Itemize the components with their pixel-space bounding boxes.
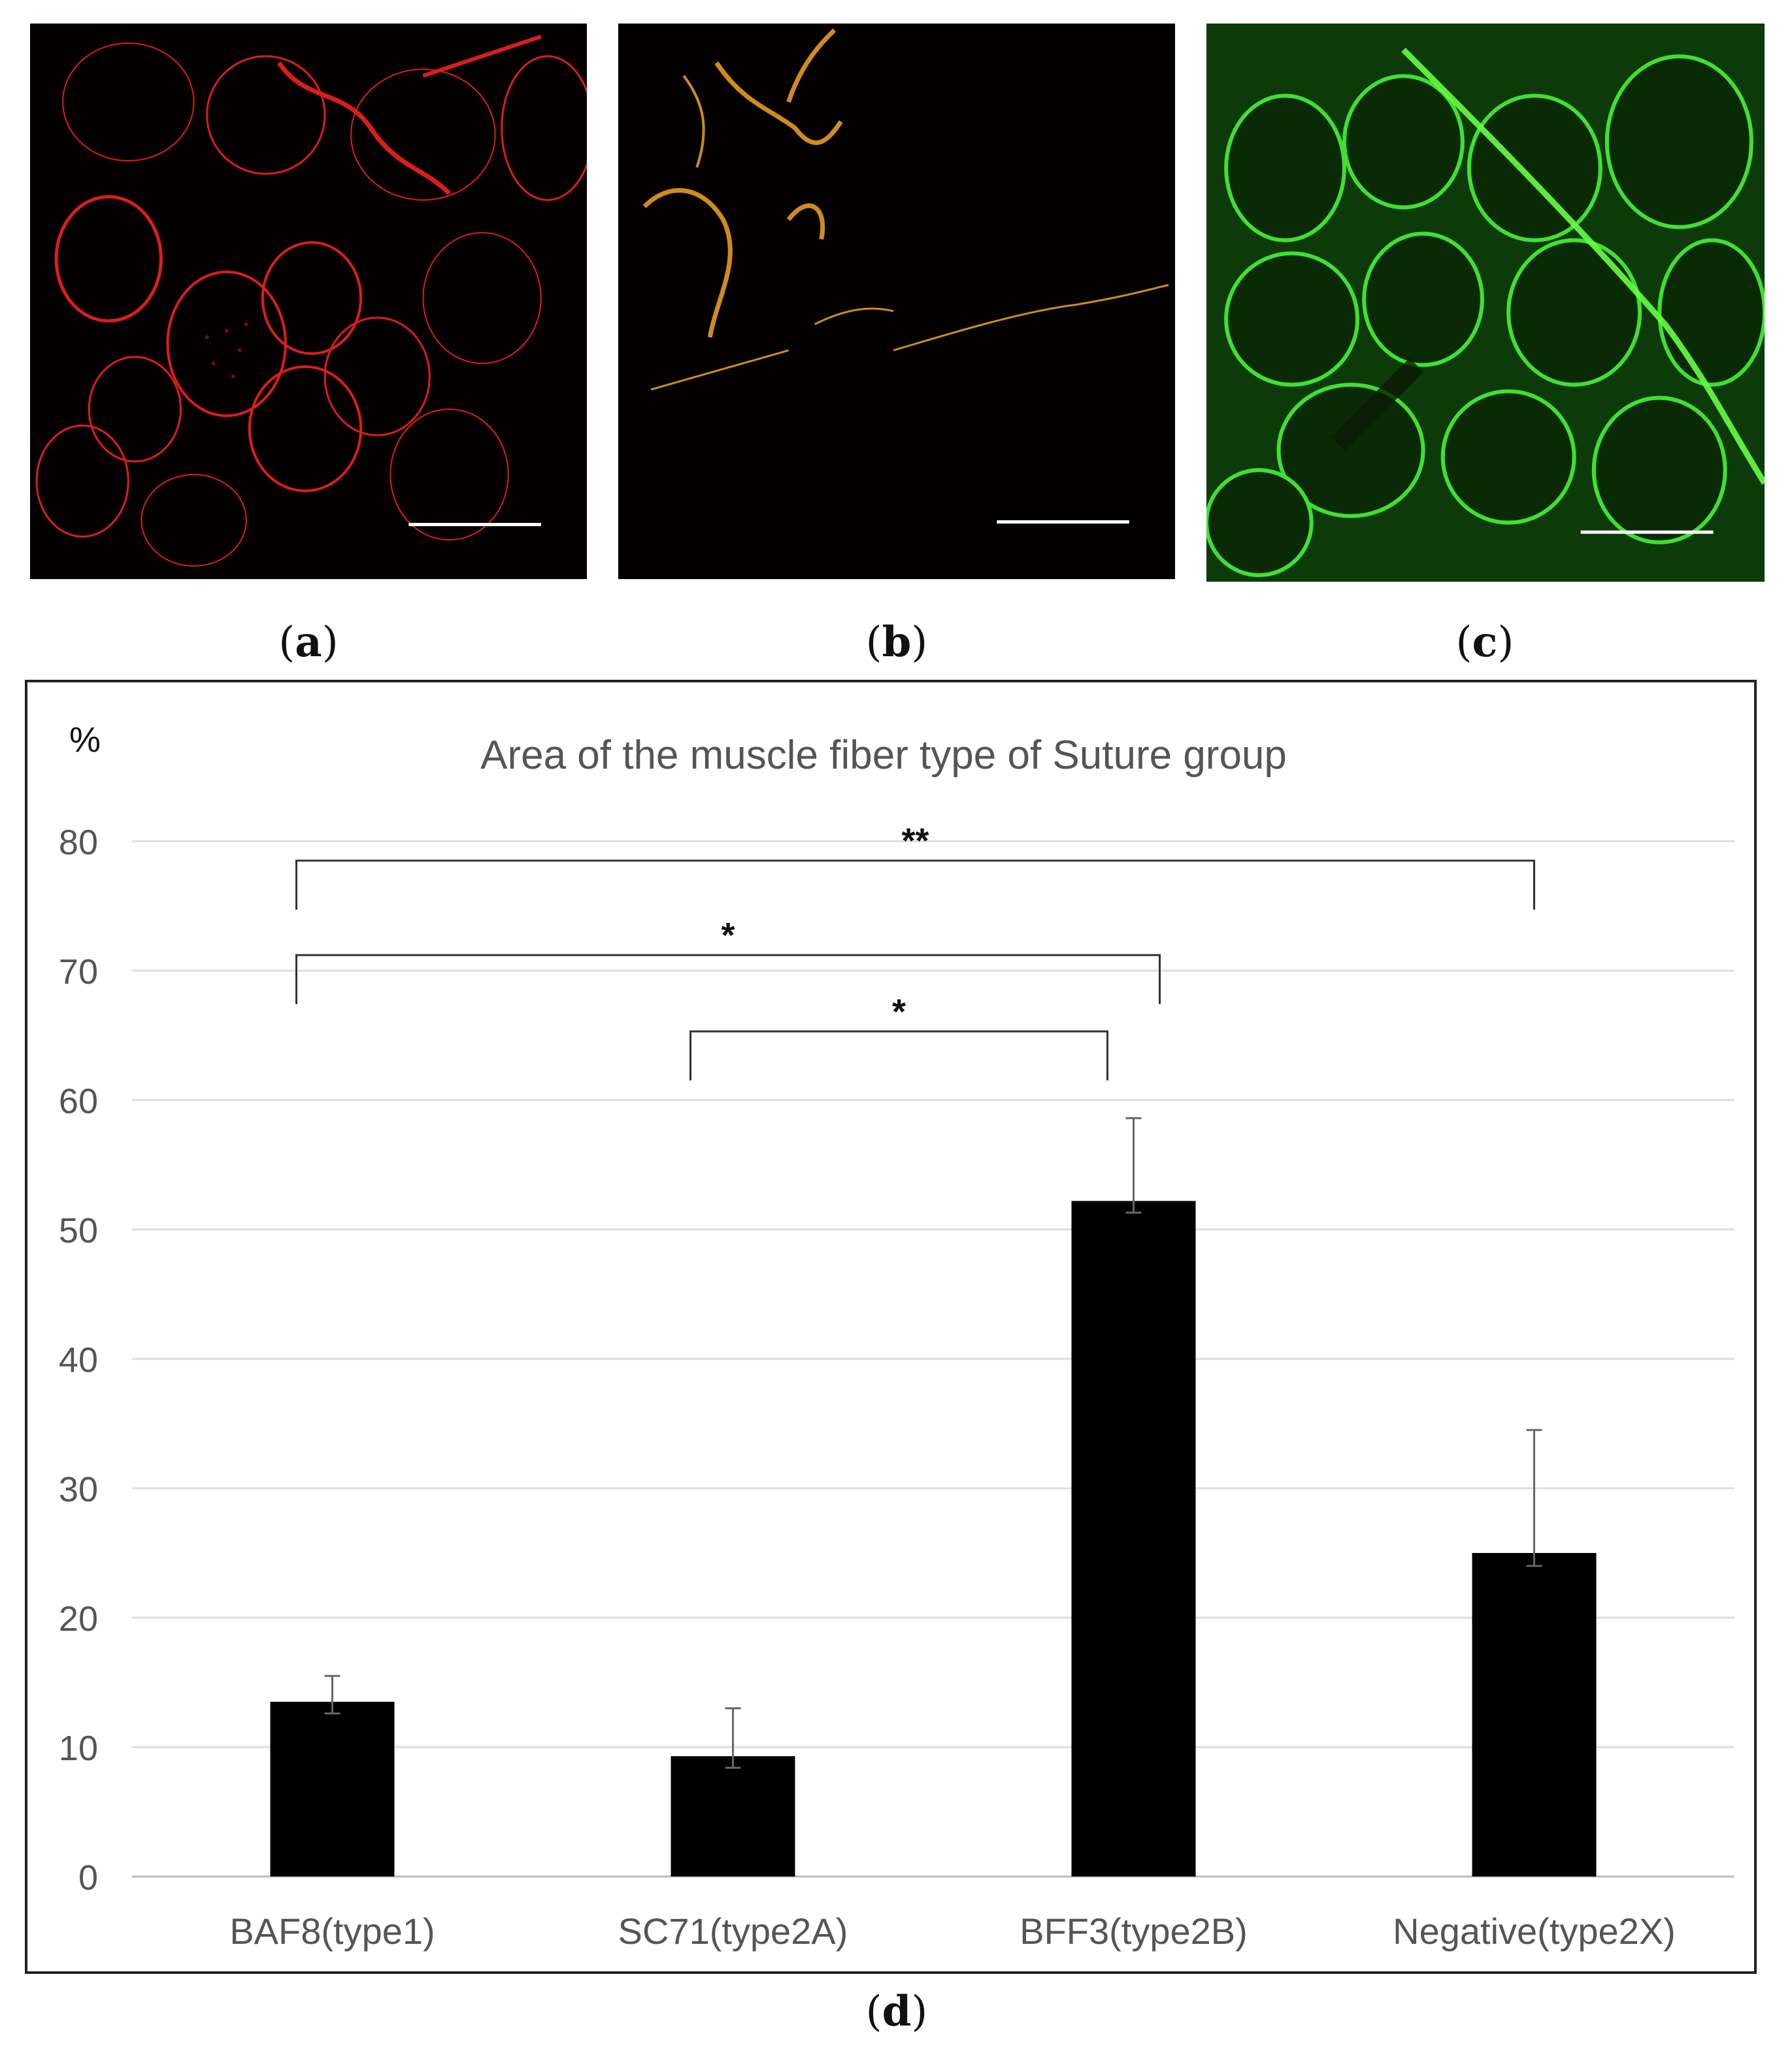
y-tick-label: 50 (59, 1211, 98, 1250)
x-category-label: SC71(type2A) (618, 1911, 848, 1952)
y-tick-label: 10 (59, 1729, 98, 1768)
micrograph-panel-a (30, 24, 587, 579)
y-tick-label: 40 (59, 1341, 98, 1380)
orange-stain-micrograph (618, 24, 1175, 579)
significance-brackets: **** (295, 822, 1535, 1081)
significance-label: * (721, 916, 735, 955)
y-tick-label: 30 (59, 1470, 98, 1509)
y-axis-unit-label: % (69, 720, 101, 759)
bar (1071, 1201, 1196, 1877)
scale-bar (997, 520, 1129, 524)
bar (1472, 1553, 1597, 1877)
y-tick-label: 80 (59, 823, 98, 862)
micrograph-panel-c (1206, 24, 1765, 582)
bar (270, 1701, 395, 1877)
chart-title: Area of the muscle fiber type of Suture … (480, 733, 1287, 778)
error-bars (324, 1117, 1542, 1769)
significance-label: ** (901, 822, 929, 861)
y-tick-label: 70 (59, 952, 98, 992)
error-bar (725, 1707, 741, 1769)
x-category-label: Negative(type2X) (1393, 1911, 1676, 1952)
x-category-labels: BAF8(type1) SC71(type2A) BFF3(type2B) Negat… (229, 1911, 1676, 1952)
panel-label-d: (d) (865, 1987, 928, 2036)
gridlines (132, 840, 1734, 1878)
scale-bar (1580, 530, 1714, 534)
significance-bracket: ** (295, 822, 1535, 910)
scale-bar (408, 523, 541, 526)
error-bar (324, 1675, 340, 1715)
chart-frame: Area of the muscle fiber type of Suture … (25, 680, 1757, 1974)
panel-label-a: (a) (278, 618, 339, 667)
green-stain-micrograph (1206, 24, 1765, 582)
error-bar (1125, 1117, 1142, 1214)
significance-bracket: * (689, 992, 1108, 1081)
bar-chart: Area of the muscle fiber type of Suture … (59, 720, 1734, 1952)
x-category-label: BAF8(type1) (229, 1911, 435, 1952)
significance-label: * (892, 992, 906, 1031)
panel-label-c: (c) (1455, 618, 1514, 667)
micrograph-panel-b (618, 24, 1175, 579)
bar (671, 1756, 795, 1877)
panel-label-b: (b) (865, 618, 928, 667)
y-tick-label: 20 (59, 1599, 98, 1639)
red-stain-micrograph (30, 24, 587, 579)
y-tick-label: 0 (78, 1858, 98, 1897)
significance-bracket: * (295, 916, 1161, 1005)
y-tick-label: 60 (59, 1082, 98, 1121)
x-category-label: BFF3(type2B) (1020, 1911, 1248, 1952)
y-tick-labels: 0 10 20 30 40 50 60 70 80 (59, 823, 98, 1897)
bars (270, 1201, 1597, 1877)
error-bar (1526, 1429, 1542, 1567)
